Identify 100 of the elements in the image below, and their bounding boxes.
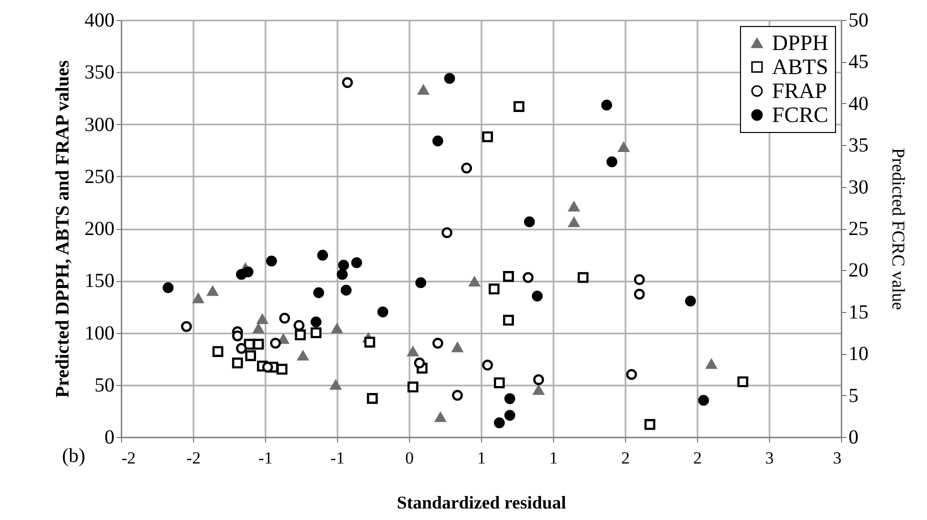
point (232, 358, 243, 368)
point (432, 338, 444, 349)
point (469, 276, 480, 287)
point (270, 338, 281, 349)
point (310, 327, 322, 338)
point (212, 346, 224, 357)
text: (b) (62, 445, 86, 468)
point (317, 250, 328, 261)
point (377, 306, 388, 318)
y-tick-label: 50 (94, 374, 114, 396)
point (432, 136, 444, 146)
y2-tick-label: 5 (848, 384, 858, 407)
y-axis-title: Predicted DPPH, ABTS and FRAP values (52, 60, 74, 398)
y2-tick-label: 30 (848, 176, 868, 198)
point (578, 272, 589, 283)
point (276, 364, 288, 375)
point (336, 268, 348, 280)
legend-label: ABTS (772, 54, 828, 79)
y2-axis-title: Predicted FCRC value (888, 148, 908, 310)
point (232, 330, 243, 342)
point (634, 274, 645, 286)
point (313, 287, 324, 298)
point (279, 312, 290, 324)
point (294, 329, 306, 340)
point (407, 382, 418, 392)
point (606, 156, 618, 168)
point (192, 294, 204, 304)
y2-tick-label: 45 (848, 51, 868, 74)
point (503, 271, 514, 282)
y-tick-label: 150 (84, 270, 114, 292)
point (634, 288, 645, 300)
y-tick-label: 400 (84, 10, 114, 32)
point (685, 296, 696, 306)
point (452, 390, 463, 401)
x-tick-label: 1 (549, 448, 558, 468)
x-tick-label: 2 (621, 448, 630, 468)
x-tick-label: -2 (186, 448, 201, 468)
point (618, 142, 630, 152)
point (626, 369, 637, 380)
point (461, 162, 472, 174)
point (444, 72, 456, 84)
y2-tick-label: 40 (848, 92, 868, 115)
point (340, 284, 352, 296)
point (364, 336, 376, 348)
point (532, 290, 543, 302)
point (452, 342, 463, 352)
y-tick-label: 200 (84, 218, 114, 240)
point (207, 286, 218, 296)
x-axis-title: Standardized residual (396, 492, 566, 512)
point (504, 410, 516, 421)
point (494, 377, 505, 388)
x-tick-label: -1 (258, 448, 273, 468)
point (407, 346, 418, 356)
point (253, 324, 264, 334)
point (298, 350, 308, 361)
point (737, 376, 748, 388)
point (245, 350, 256, 362)
point (644, 419, 656, 430)
x-tick-label: 1 (477, 448, 486, 468)
y2-tick-label: 25 (848, 218, 868, 240)
point (522, 272, 534, 283)
point (332, 324, 342, 334)
point (434, 412, 446, 422)
y2-tick-label: 15 (848, 301, 868, 324)
point (330, 380, 342, 390)
y-tick-label: 250 (84, 166, 114, 188)
point (366, 392, 378, 404)
point (253, 338, 264, 350)
point (418, 85, 429, 95)
point (262, 362, 274, 373)
x-tick-label: 3 (765, 448, 774, 468)
point (568, 202, 580, 212)
legend-label: FRAP (772, 78, 828, 103)
x-tick-label: 3 (833, 448, 842, 468)
point (242, 266, 254, 278)
y-tick-label: 300 (84, 114, 114, 136)
point (181, 321, 192, 332)
x-tick-label: 2 (693, 448, 702, 468)
point (488, 284, 500, 294)
point (415, 277, 426, 288)
y2-tick-label: 10 (848, 343, 868, 366)
point (514, 101, 524, 112)
point (351, 257, 362, 268)
point (533, 385, 544, 395)
point (601, 100, 612, 110)
y-tick-label: 0 (104, 426, 114, 448)
point (162, 282, 174, 294)
y2-tick-label: 0 (848, 426, 858, 448)
x-tick-label: -2 (122, 448, 136, 468)
point (533, 374, 544, 386)
y-tick-label: 350 (84, 62, 114, 84)
point (342, 77, 353, 88)
point (256, 314, 268, 324)
y2-tick-label: 20 (848, 260, 868, 282)
point (706, 359, 717, 369)
point (310, 316, 322, 328)
y-tick-label: 100 (84, 322, 114, 344)
y2-tick-label: 50 (848, 10, 868, 32)
point (504, 393, 516, 404)
point (524, 216, 535, 228)
